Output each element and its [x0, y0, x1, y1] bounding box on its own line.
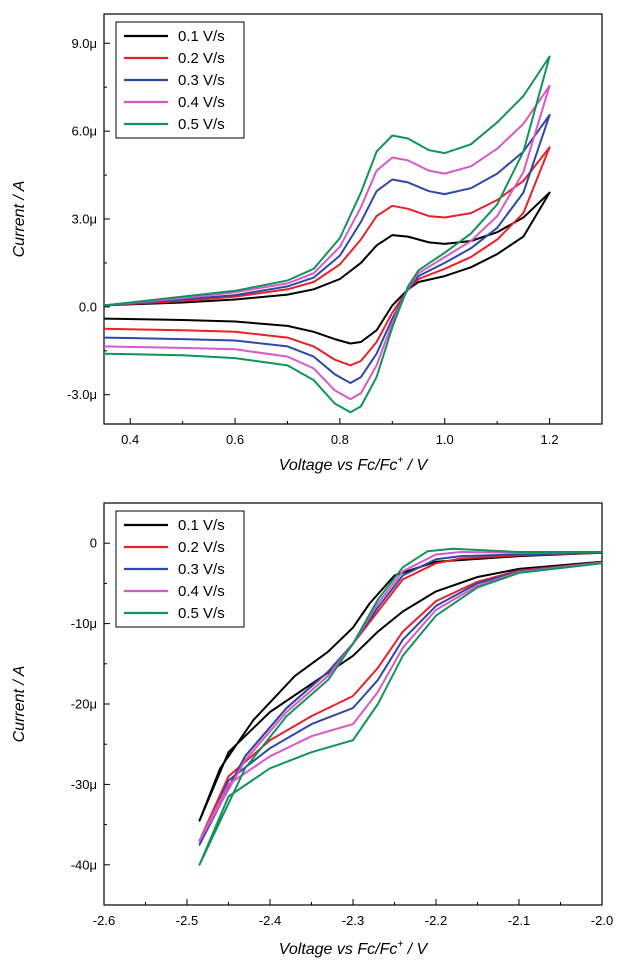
x-tick-label: -2.1	[508, 913, 530, 928]
chart-2: -2.6 -2.5 -2.4 -2.3 -2.2 -2.1 -2.0 0 -10μ -20μ -30…	[11, 502, 613, 958]
legend-label: 0.1 V/s	[178, 517, 225, 534]
y-tick-label: 0.0	[79, 299, 97, 314]
series-line-0-4-V-s	[104, 84, 551, 401]
y-tick-label: -3.0μ	[67, 387, 97, 402]
y-axis-title: Current / A	[11, 181, 28, 258]
y-tick-label: -40μ	[71, 857, 97, 872]
x-tick-label: 1.2	[541, 432, 559, 447]
y-tick-label: 9.0μ	[71, 36, 97, 51]
legend-label: 0.2 V/s	[178, 539, 225, 556]
legend-label: 0.4 V/s	[178, 583, 225, 600]
series-line-0-5-V-s	[198, 547, 602, 866]
legend-label: 0.4 V/s	[178, 94, 225, 111]
y-axis-title: Current / A	[11, 666, 28, 743]
x-tick-label: 0.4	[121, 432, 139, 447]
x-tick-label: -2.5	[176, 913, 198, 928]
legend-label: 0.3 V/s	[178, 561, 225, 578]
series-group	[104, 55, 551, 414]
y-tick-label: -20μ	[71, 697, 97, 712]
series-line-0-4-V-s	[198, 551, 602, 842]
legend-label: 0.2 V/s	[178, 50, 225, 67]
series-line-0-5-V-s	[104, 55, 551, 414]
y-tick-label: -10μ	[71, 616, 97, 631]
chart-1: 0.4 0.6 0.8 1.0 1.2 -3.0μ 0.0 3.0μ 6.0μ 9.0μ Volta…	[11, 13, 603, 474]
series-line-0-3-V-s	[198, 551, 602, 846]
x-axis-title: Voltage vs Fc/Fc+ / V	[279, 939, 429, 958]
x-tick-label: -2.3	[342, 913, 364, 928]
series-line-0-1-V-s	[104, 191, 551, 345]
series-line-0-3-V-s	[104, 114, 551, 384]
x-tick-label: -2.2	[425, 913, 447, 928]
series-line-0-2-V-s	[198, 551, 602, 842]
x-tick-label: -2.4	[259, 913, 281, 928]
legend-label: 0.5 V/s	[178, 605, 225, 622]
x-tick-label: -2.0	[591, 913, 613, 928]
series-line-0-1-V-s	[198, 551, 602, 822]
series-line-0-2-V-s	[104, 146, 551, 367]
y-tick-label: 3.0μ	[71, 212, 97, 227]
legend-label: 0.1 V/s	[178, 28, 225, 45]
legend-label: 0.5 V/s	[178, 116, 225, 133]
y-tick-label: -30μ	[71, 777, 97, 792]
legend-label: 0.3 V/s	[178, 72, 225, 89]
x-tick-label: -2.6	[93, 913, 115, 928]
x-tick-label: 0.6	[226, 432, 244, 447]
y-tick-label: 6.0μ	[71, 124, 97, 139]
x-axis-title: Voltage vs Fc/Fc+ / V	[279, 455, 429, 474]
y-tick-label: 0	[90, 536, 97, 551]
x-tick-label: 1.0	[436, 432, 454, 447]
series-group	[198, 547, 602, 866]
x-tick-label: 0.8	[331, 432, 349, 447]
